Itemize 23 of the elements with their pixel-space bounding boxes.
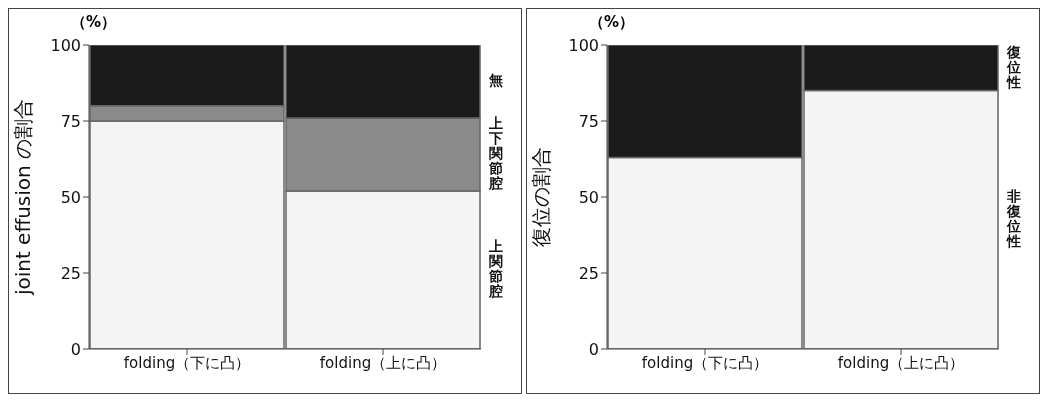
text: （%） bbox=[589, 13, 635, 32]
y-tick-label: 0 bbox=[588, 339, 599, 359]
x-tick-label: folding（上に凸） bbox=[319, 353, 447, 372]
y-axis-title: 復位の割合 bbox=[529, 147, 554, 247]
y-tick-label: 75 bbox=[578, 111, 599, 131]
x-tick-label: folding（下に凸） bbox=[123, 353, 251, 372]
x-tick-label: folding（上に凸） bbox=[837, 353, 965, 372]
y-tick-label: 75 bbox=[60, 111, 81, 131]
series-label: 非復位性 bbox=[1006, 188, 1021, 250]
y-tick-label: 50 bbox=[60, 187, 81, 207]
series-label: 上関節腔 bbox=[488, 238, 503, 300]
series-label: 上下関節腔 bbox=[488, 115, 503, 192]
series-label: 復位性 bbox=[1006, 43, 1021, 90]
text: （%） bbox=[71, 13, 117, 32]
y-axis-title: joint effusion の割合 bbox=[11, 98, 36, 297]
y-tick-label: 100 bbox=[568, 35, 599, 55]
y-tick-label: 50 bbox=[578, 187, 599, 207]
y-tick-label: 25 bbox=[578, 263, 599, 283]
series-label: 無 bbox=[488, 72, 503, 89]
y-tick-label: 25 bbox=[60, 263, 81, 283]
x-tick-label: folding（下に凸） bbox=[641, 353, 769, 372]
y-tick-label: 100 bbox=[50, 35, 81, 55]
y-tick-label: 0 bbox=[70, 339, 81, 359]
